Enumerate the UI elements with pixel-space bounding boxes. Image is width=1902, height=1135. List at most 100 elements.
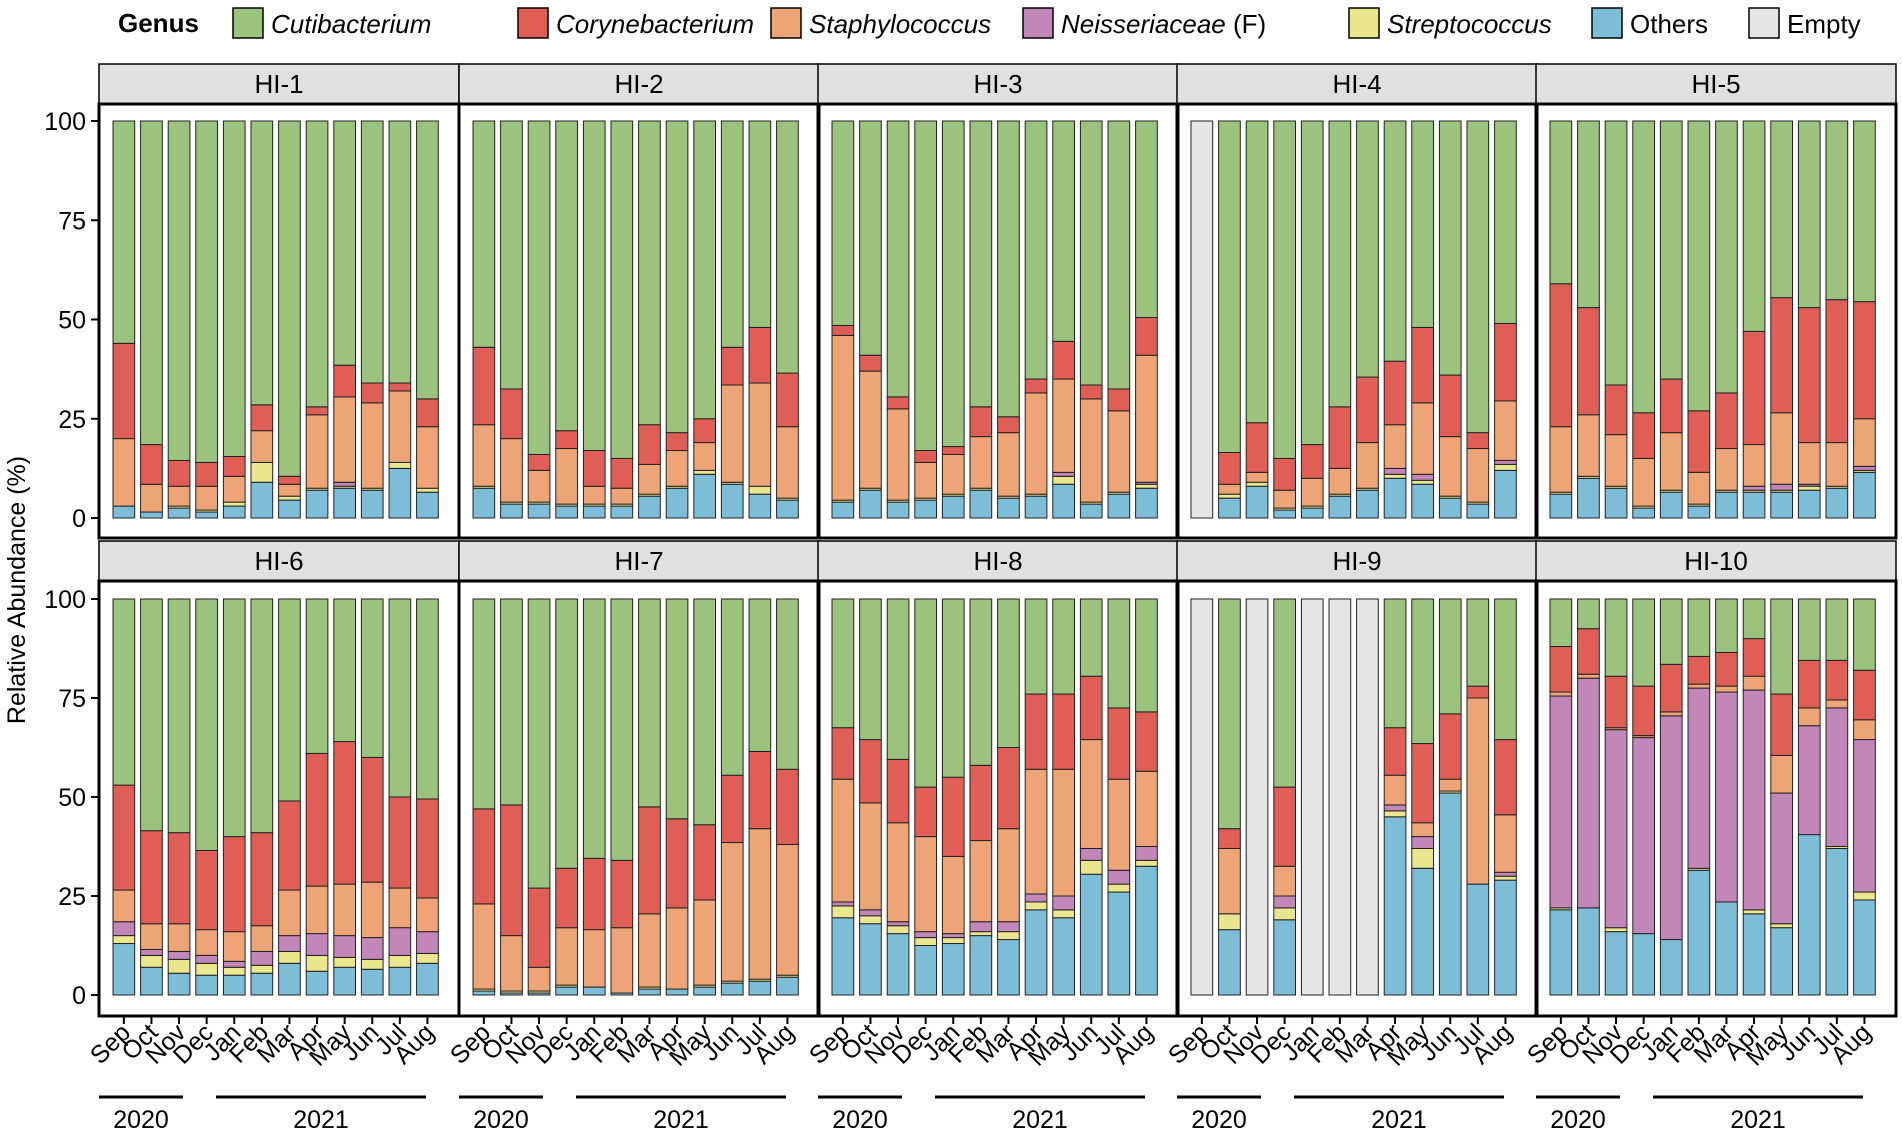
bar-segment-cutibacterium — [665, 120, 689, 434]
bar-segment-corynebacterium — [555, 867, 578, 929]
bar-segment-corynebacterium — [1024, 378, 1048, 394]
y-tick-label: 25 — [58, 406, 86, 434]
bar-nov — [527, 598, 551, 996]
bar-segment-others — [1079, 873, 1103, 996]
bar-segment-corynebacterium — [1218, 451, 1241, 485]
bar-segment-cutibacterium — [969, 598, 993, 766]
bar-segment-staphylococcus — [638, 913, 661, 988]
bar-segment-cutibacterium — [1494, 120, 1517, 324]
bar-segment-neisseriaceae-f — [167, 950, 191, 960]
bar-segment-staphylococcus — [1797, 442, 1821, 485]
bar-segment-cutibacterium — [416, 598, 439, 800]
bar-segment-neisseriaceae-f — [1411, 473, 1435, 481]
bar-segment-cutibacterium — [1218, 120, 1241, 453]
bar-segment-others — [1383, 477, 1407, 519]
bar-segment-staphylococcus — [969, 840, 993, 923]
panel-title: HI-8 — [973, 546, 1022, 576]
bar-segment-cutibacterium — [748, 120, 772, 328]
bar-segment-neisseriaceae-f — [278, 935, 301, 952]
bar-segment-neisseriaceae-f — [1742, 485, 1766, 491]
bar-segment-cutibacterium — [831, 120, 855, 326]
bar-segment-corynebacterium — [1356, 376, 1379, 444]
bar-segment-cutibacterium — [416, 120, 439, 400]
bar-jul — [748, 598, 772, 996]
bar-segment-cutibacterium — [1079, 598, 1103, 677]
bar-segment-cutibacterium — [997, 598, 1020, 748]
bar-segment-others — [1107, 891, 1131, 996]
bar-segment-others — [1052, 917, 1076, 996]
bar-segment-corynebacterium — [969, 764, 993, 842]
bar-segment-neisseriaceae-f — [360, 937, 384, 960]
y-tick-label: 25 — [58, 883, 86, 911]
panel-hi-7: HI-7 SepOctNovDecJanFebMarAprMayJunJulAug… — [445, 540, 821, 1134]
bar-segment-staphylococcus — [1438, 778, 1462, 792]
bar-segment-cutibacterium — [1715, 598, 1738, 653]
y-tick-label: 75 — [58, 685, 86, 713]
bar-segment-corynebacterium — [1632, 685, 1656, 737]
bar-segment-streptococcus — [333, 956, 356, 968]
bar-segment-corynebacterium — [1825, 299, 1849, 444]
bar-apr — [665, 120, 689, 519]
bar-apr — [1742, 120, 1766, 519]
bar-segment-others — [555, 505, 578, 519]
bar-segment-staphylococcus — [333, 396, 356, 483]
bar-segment-others — [167, 507, 191, 519]
bar-jun — [1079, 598, 1103, 996]
bar-segment-others — [1797, 834, 1821, 996]
bar-segment-cutibacterium — [1742, 120, 1766, 332]
bar-segment-cutibacterium — [388, 598, 412, 798]
bar-segment-corynebacterium — [333, 364, 356, 398]
bar-segment-cutibacterium — [527, 598, 551, 889]
bar-segment-neisseriaceae-f — [886, 921, 910, 927]
bar-segment-staphylococcus — [997, 432, 1020, 497]
bar-segment-streptococcus — [859, 915, 882, 925]
panel-hi-6: HI-6 0 25 50 75 100 SepOctNovDecJanFebMarAprMa… — [44, 540, 461, 1134]
bar-sep — [1549, 598, 1573, 996]
bar-segment-corynebacterium — [665, 818, 689, 909]
legend-label: Corynebacterium — [556, 9, 754, 39]
bar-segment-neisseriaceae-f — [333, 481, 356, 487]
bar-feb — [969, 120, 993, 519]
bar-segment-streptococcus — [1604, 927, 1628, 933]
bar-segment-empty — [1356, 598, 1379, 996]
bar-segment-cutibacterium — [1549, 598, 1573, 648]
bar-segment-corynebacterium — [1825, 659, 1849, 701]
bar-segment-corynebacterium — [1300, 444, 1324, 479]
bar-segment-cutibacterium — [140, 598, 163, 832]
bar-segment-cutibacterium — [1687, 598, 1711, 657]
bar-mar — [1715, 598, 1738, 996]
bar-segment-streptococcus — [1024, 901, 1048, 911]
bar-segment-others — [1218, 497, 1241, 519]
panel-strip — [458, 63, 820, 105]
bar-segment-staphylococcus — [527, 469, 551, 503]
bar-segment-staphylococcus — [1218, 847, 1241, 915]
bar-segment-cutibacterium — [195, 598, 219, 851]
bar-segment-staphylococcus — [1494, 400, 1517, 461]
bar-segment-others — [1024, 495, 1048, 519]
bar-segment-staphylococcus — [555, 927, 578, 986]
bar-segment-others — [305, 970, 329, 996]
bar-segment-others — [1604, 487, 1628, 519]
bar-segment-staphylococcus — [1273, 865, 1297, 897]
panel-title: HI-4 — [1332, 69, 1381, 99]
bar-segment-corynebacterium — [1107, 707, 1131, 780]
bar-segment-staphylococcus — [720, 384, 744, 483]
bar-segment-corynebacterium — [1135, 711, 1158, 772]
bar-segment-neisseriaceae-f — [1770, 483, 1794, 491]
bar-segment-staphylococcus — [140, 923, 163, 950]
bar-segment-corynebacterium — [1797, 659, 1821, 709]
bar-segment-streptococcus — [360, 958, 384, 970]
bar-segment-streptococcus — [1411, 479, 1435, 485]
bar-segment-staphylococcus — [693, 442, 716, 471]
bar-segment-neisseriaceae-f — [1024, 893, 1048, 903]
bar-segment-cutibacterium — [776, 598, 799, 770]
bar-jan — [941, 598, 965, 996]
bar-segment-staphylococcus — [1825, 699, 1849, 709]
bar-segment-corynebacterium — [1438, 374, 1462, 438]
bar-dec — [555, 598, 578, 996]
bar-segment-corynebacterium — [1853, 669, 1876, 721]
bar-segment-cutibacterium — [1273, 598, 1297, 788]
bar-segment-corynebacterium — [859, 354, 882, 372]
bar-segment-corynebacterium — [776, 372, 799, 428]
